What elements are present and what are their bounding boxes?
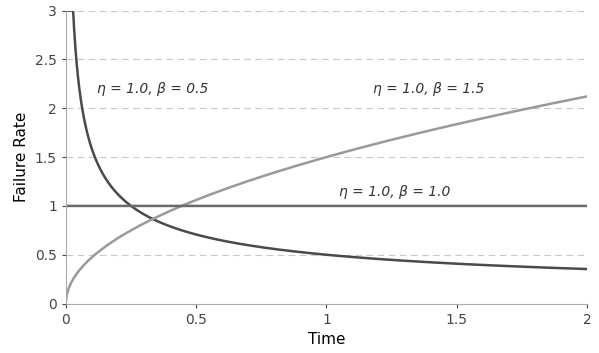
Text: η = 1.0, β = 1.0: η = 1.0, β = 1.0 xyxy=(340,185,451,199)
Y-axis label: Failure Rate: Failure Rate xyxy=(14,112,29,202)
X-axis label: Time: Time xyxy=(308,332,345,347)
Text: η = 1.0, β = 0.5: η = 1.0, β = 0.5 xyxy=(97,82,208,96)
Text: η = 1.0, β = 1.5: η = 1.0, β = 1.5 xyxy=(373,82,485,96)
